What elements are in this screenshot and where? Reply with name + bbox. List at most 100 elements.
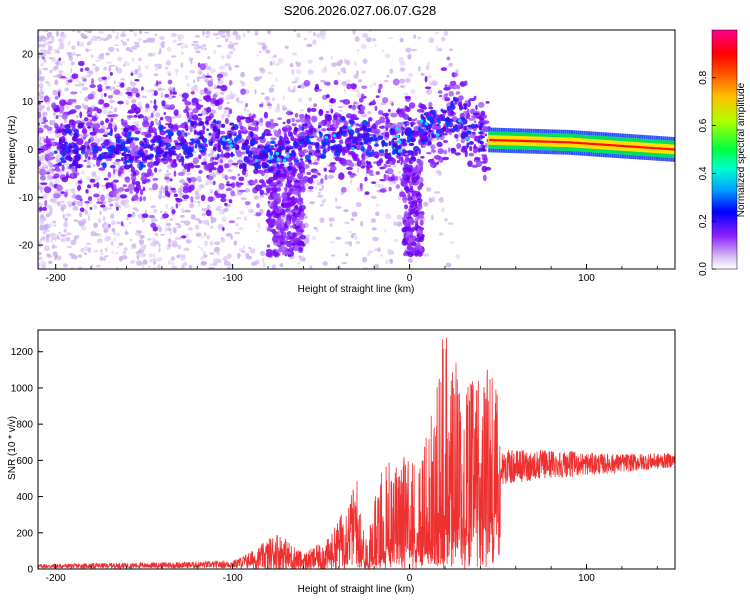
heatmap-core-cell — [134, 137, 140, 141]
heatmap-core-cell — [464, 103, 467, 111]
heatmap-noise-cell — [306, 43, 313, 48]
heatmap-cell — [472, 147, 478, 154]
heatmap-cell — [224, 117, 229, 125]
heatmap-cell — [250, 146, 258, 154]
heatmap-cell — [91, 156, 99, 160]
heatmap-cell — [166, 106, 175, 110]
heatmap-noise-cell — [89, 70, 93, 76]
heatmap-cell — [139, 188, 144, 196]
heatmap-cell — [360, 105, 366, 111]
heatmap-cell — [407, 193, 411, 200]
heatmap-noise-cell — [160, 185, 164, 191]
heatmap-cell — [330, 108, 334, 114]
heatmap-noise-cell — [224, 63, 231, 67]
heatmap-noise-cell — [391, 135, 396, 139]
heatmap-noise-cell — [385, 213, 392, 220]
heatmap-cell — [228, 108, 233, 115]
heatmap-core-cell — [336, 131, 340, 138]
heatmap-cell — [169, 89, 173, 96]
heatmap-cell — [410, 241, 417, 247]
heatmap-cell — [252, 113, 256, 118]
heatmap-cell — [134, 78, 140, 82]
heatmap-cell — [443, 86, 451, 91]
heatmap-cell — [53, 193, 61, 199]
heatmap-cell — [117, 170, 122, 177]
heatmap-core-cell — [279, 135, 283, 142]
heatmap-noise-cell — [147, 115, 152, 119]
heatmap-cell — [378, 83, 383, 90]
heatmap-noise-cell — [80, 170, 85, 175]
heatmap-cell — [326, 120, 332, 125]
heatmap-cell — [374, 105, 378, 112]
heatmap-noise-cell — [99, 256, 105, 262]
heatmap-noise-cell — [227, 159, 234, 164]
heatmap-cell — [191, 97, 198, 103]
heatmap-cell — [416, 163, 422, 170]
heatmap-cell — [424, 86, 432, 90]
heatmap-cell — [235, 181, 240, 187]
heatmap-cell — [98, 167, 106, 171]
heatmap-cell — [60, 104, 65, 111]
heatmap-noise-cell — [384, 228, 387, 233]
heatmap-noise-cell — [178, 236, 182, 240]
heatmap-cell — [114, 133, 121, 140]
heatmap-cell — [107, 171, 112, 179]
heatmap-cell — [406, 168, 412, 173]
heatmap-cell — [57, 91, 61, 98]
heatmap-cell — [99, 204, 106, 208]
heatmap-cell — [346, 83, 352, 90]
heatmap-cell — [299, 179, 307, 184]
heatmap-core-cell — [196, 132, 203, 136]
heatmap-noise-cell — [111, 173, 115, 178]
heatmap-cell — [244, 201, 251, 206]
heatmap-core-cell — [482, 145, 486, 152]
heatmap-noise-cell — [132, 121, 139, 125]
heatmap-cell — [447, 147, 451, 153]
heatmap-noise-cell — [253, 76, 261, 82]
heatmap-noise-cell — [303, 37, 307, 41]
heatmap-noise-cell — [160, 210, 163, 214]
heatmap-cell — [121, 121, 128, 128]
heatmap-noise-cell — [193, 43, 196, 50]
heatmap-cell — [284, 186, 288, 193]
heatmap-noise-cell — [67, 204, 72, 208]
heatmap-noise-cell — [259, 250, 266, 257]
heatmap-noise-cell — [54, 256, 57, 261]
heatmap-cell — [386, 167, 394, 175]
heatmap-cell — [172, 95, 176, 98]
heatmap-cell — [387, 176, 395, 182]
heatmap-hot-cell — [395, 134, 400, 138]
heatmap-cell — [38, 160, 42, 167]
heatmap-core-cell — [276, 169, 281, 176]
heatmap-cell — [71, 73, 79, 79]
heatmap-cell — [302, 149, 309, 154]
heatmap-cell — [193, 129, 197, 135]
heatmap-noise-cell — [144, 108, 149, 113]
heatmap-core-cell — [76, 155, 81, 162]
heatmap-cell — [473, 95, 477, 100]
heatmap-cell — [286, 110, 290, 116]
heatmap-cell — [385, 123, 393, 129]
heatmap-noise-cell — [96, 233, 103, 237]
heatmap-noise-cell — [67, 41, 71, 46]
heatmap-noise-cell — [94, 66, 100, 72]
heatmap-noise-cell — [329, 241, 336, 244]
heatmap-noise-cell — [373, 38, 377, 42]
heatmap-noise-cell — [253, 195, 259, 200]
heatmap-cell — [67, 79, 73, 83]
heatmap-core-cell — [287, 165, 294, 171]
heatmap-cell — [188, 177, 192, 184]
heatmap-cell — [181, 92, 189, 99]
heatmap-noise-cell — [39, 95, 44, 99]
heatmap-cell — [111, 113, 119, 118]
heatmap-noise-cell — [373, 82, 377, 86]
heatmap-cell — [286, 220, 291, 227]
heatmap-noise-cell — [337, 105, 344, 109]
heatmap-noise-cell — [260, 42, 266, 46]
heatmap-cell — [96, 108, 103, 114]
heatmap-core-cell — [215, 135, 220, 139]
heatmap-cell — [112, 179, 119, 183]
heatmap-cell — [268, 218, 275, 226]
heatmap-noise-cell — [53, 48, 58, 54]
heatmap-noise-cell — [418, 65, 421, 72]
